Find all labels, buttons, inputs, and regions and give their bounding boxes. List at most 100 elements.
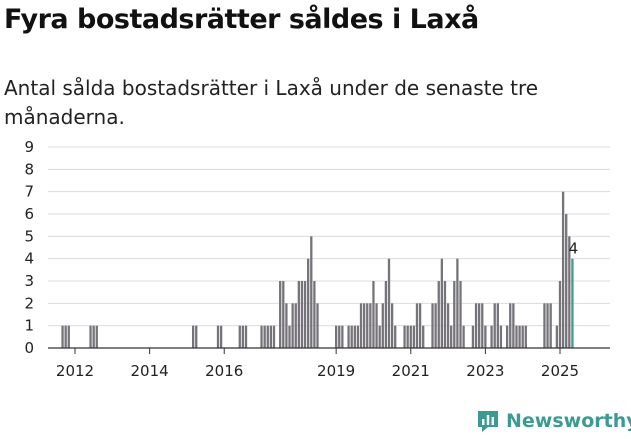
bar	[307, 258, 310, 348]
bar	[291, 303, 294, 348]
y-tick-label: 5	[24, 227, 34, 245]
y-tick-label: 3	[24, 272, 34, 290]
bar	[493, 303, 496, 348]
bar	[263, 325, 266, 348]
bar	[282, 281, 285, 348]
y-tick-label: 1	[24, 317, 34, 335]
bar	[384, 281, 388, 348]
bar	[543, 303, 546, 348]
x-tick-label: 2014	[131, 362, 169, 380]
bar	[443, 281, 447, 348]
bar	[288, 325, 291, 348]
x-tick-label: 2021	[392, 362, 430, 380]
bar	[64, 325, 67, 348]
bar	[372, 281, 375, 348]
bar	[89, 325, 92, 348]
bar-highlight	[571, 258, 574, 348]
bar	[565, 214, 568, 348]
bar	[279, 281, 282, 348]
bar	[409, 325, 412, 348]
chart-subtitle: Antal sålda bostadsrätter i Laxå under d…	[4, 76, 539, 129]
y-tick-label: 4	[24, 250, 34, 268]
bar	[244, 325, 248, 348]
bar	[272, 325, 276, 348]
bar	[61, 325, 64, 348]
x-tick-label: 2025	[541, 362, 579, 380]
bar	[285, 303, 288, 348]
bar	[191, 325, 195, 348]
bar	[459, 281, 462, 348]
bar	[434, 303, 437, 348]
y-tick-label: 6	[24, 205, 34, 223]
bar	[546, 303, 549, 348]
bar	[195, 325, 198, 348]
bar	[415, 303, 419, 348]
bar	[241, 325, 245, 348]
bar	[67, 325, 70, 348]
bar	[341, 325, 344, 348]
bar	[521, 325, 524, 348]
bar	[481, 303, 484, 348]
bar	[412, 325, 416, 348]
y-tick-label: 0	[24, 339, 34, 357]
bar	[406, 325, 409, 348]
bar	[515, 325, 518, 348]
bar	[390, 303, 394, 348]
bar	[496, 303, 499, 348]
bar	[440, 258, 444, 348]
bar	[549, 303, 552, 348]
bar	[471, 325, 475, 348]
bar	[238, 325, 241, 348]
bar	[310, 236, 313, 348]
bar	[387, 258, 391, 348]
bar	[499, 325, 503, 348]
bar	[300, 281, 304, 348]
bar	[474, 303, 478, 348]
y-tick-label: 2	[24, 294, 34, 312]
bar	[347, 325, 350, 348]
bar	[490, 325, 493, 348]
bar	[505, 325, 509, 348]
bar	[366, 303, 369, 348]
bar	[453, 281, 456, 348]
bar	[269, 325, 273, 348]
bar	[266, 325, 269, 348]
bar	[313, 281, 316, 348]
bar	[350, 325, 353, 348]
bar	[297, 281, 301, 348]
bar	[316, 303, 319, 348]
x-tick-label: 2019	[317, 362, 355, 380]
bar	[568, 236, 571, 348]
bar	[375, 303, 378, 348]
bar	[356, 325, 360, 348]
bar	[456, 258, 459, 348]
bar	[338, 325, 341, 348]
x-tick-label: 2023	[466, 362, 504, 380]
bar	[437, 281, 440, 348]
bar	[512, 303, 515, 348]
x-tick-label: 2016	[205, 362, 243, 380]
bar	[294, 303, 297, 348]
bar	[478, 303, 481, 348]
bar	[378, 325, 381, 348]
bar	[403, 325, 406, 348]
bar	[362, 303, 366, 348]
bar	[509, 303, 512, 348]
bar	[431, 303, 434, 348]
brand-logo[interactable]: Newsworthy	[476, 409, 631, 433]
y-tick-label: 7	[24, 183, 34, 201]
bar	[422, 325, 425, 348]
chart-area: 0 1 2 3 4 5 6 7 8 9 4 2012 2014 2016 2019 2021 2023 2025	[24, 138, 610, 380]
bar	[558, 281, 562, 348]
bar	[216, 325, 220, 348]
bar	[555, 325, 559, 348]
bar	[359, 303, 363, 348]
brand-name: Newsworthy	[506, 410, 631, 432]
bar	[484, 325, 487, 348]
bar	[524, 325, 527, 348]
highlight-data-label: 4	[569, 240, 579, 258]
bar	[446, 303, 450, 348]
bar	[462, 325, 465, 348]
bar	[518, 325, 521, 348]
bar	[450, 325, 453, 348]
